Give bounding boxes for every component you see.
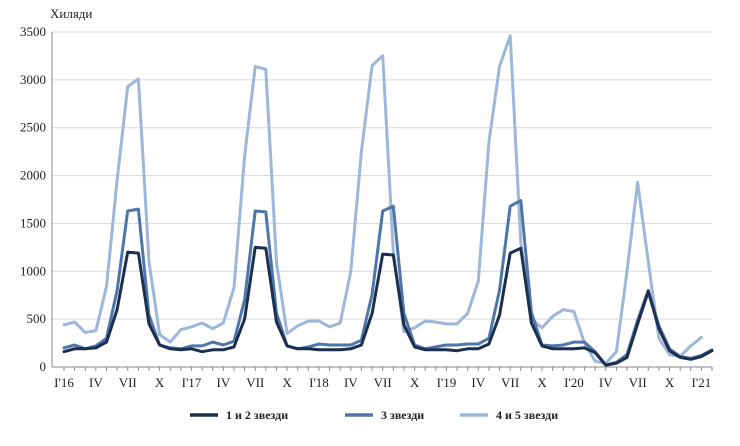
x-tick-label: X — [665, 375, 675, 390]
x-tick-label: VII — [374, 375, 392, 390]
x-tick-label: I'16 — [54, 375, 74, 390]
x-tick-label: IV — [89, 375, 103, 390]
y-tick-label: 2000 — [20, 168, 46, 183]
y-tick-label: 1000 — [20, 263, 46, 278]
x-tick-label: IV — [599, 375, 613, 390]
x-axis: I'16 IV VII X I'17 IV VII X I'18 IV VII X I'19 IV VII X… — [54, 367, 713, 390]
x-tick-label: I'21 — [692, 375, 712, 390]
legend-label-3: 4 и 5 звезди — [496, 408, 558, 422]
legend: 1 и 2 звезди 3 звезди 4 и 5 звезди — [190, 408, 558, 422]
x-tick-label: X — [410, 375, 420, 390]
x-tick-label: I'18 — [309, 375, 329, 390]
x-tick-label: VII — [119, 375, 137, 390]
y-tick-label: 3000 — [20, 72, 46, 87]
y-axis: 0 500 1000 1500 2000 2500 3000 3500 — [20, 24, 53, 374]
x-tick-label: IV — [216, 375, 230, 390]
series-line-3 — [62, 34, 703, 365]
y-tick-label: 0 — [40, 359, 47, 374]
series-line-2 — [62, 199, 714, 367]
x-tick-label: X — [537, 375, 547, 390]
y-axis-title: Хиляди — [50, 6, 92, 21]
x-tick-label: I'19 — [437, 375, 457, 390]
x-tick-label: IV — [471, 375, 485, 390]
y-tick-label: 1500 — [20, 215, 46, 230]
x-tick-label: X — [155, 375, 165, 390]
series-line-1 — [62, 245, 714, 367]
x-tick-label: IV — [344, 375, 358, 390]
y-tick-label: 2500 — [20, 120, 46, 135]
x-tick-label: I'20 — [564, 375, 584, 390]
x-tick-label: VII — [501, 375, 519, 390]
grid-lines — [52, 31, 712, 368]
y-tick-label: 500 — [27, 311, 47, 326]
legend-label-2: 3 звезди — [381, 408, 424, 422]
x-tick-label: X — [282, 375, 292, 390]
y-tick-label: 3500 — [20, 24, 46, 39]
x-tick-label: VII — [629, 375, 647, 390]
x-tick-label: VII — [246, 375, 264, 390]
legend-label-1: 1 и 2 звезди — [226, 408, 288, 422]
series-lines — [62, 34, 714, 367]
x-tick-label: I'17 — [182, 375, 202, 390]
